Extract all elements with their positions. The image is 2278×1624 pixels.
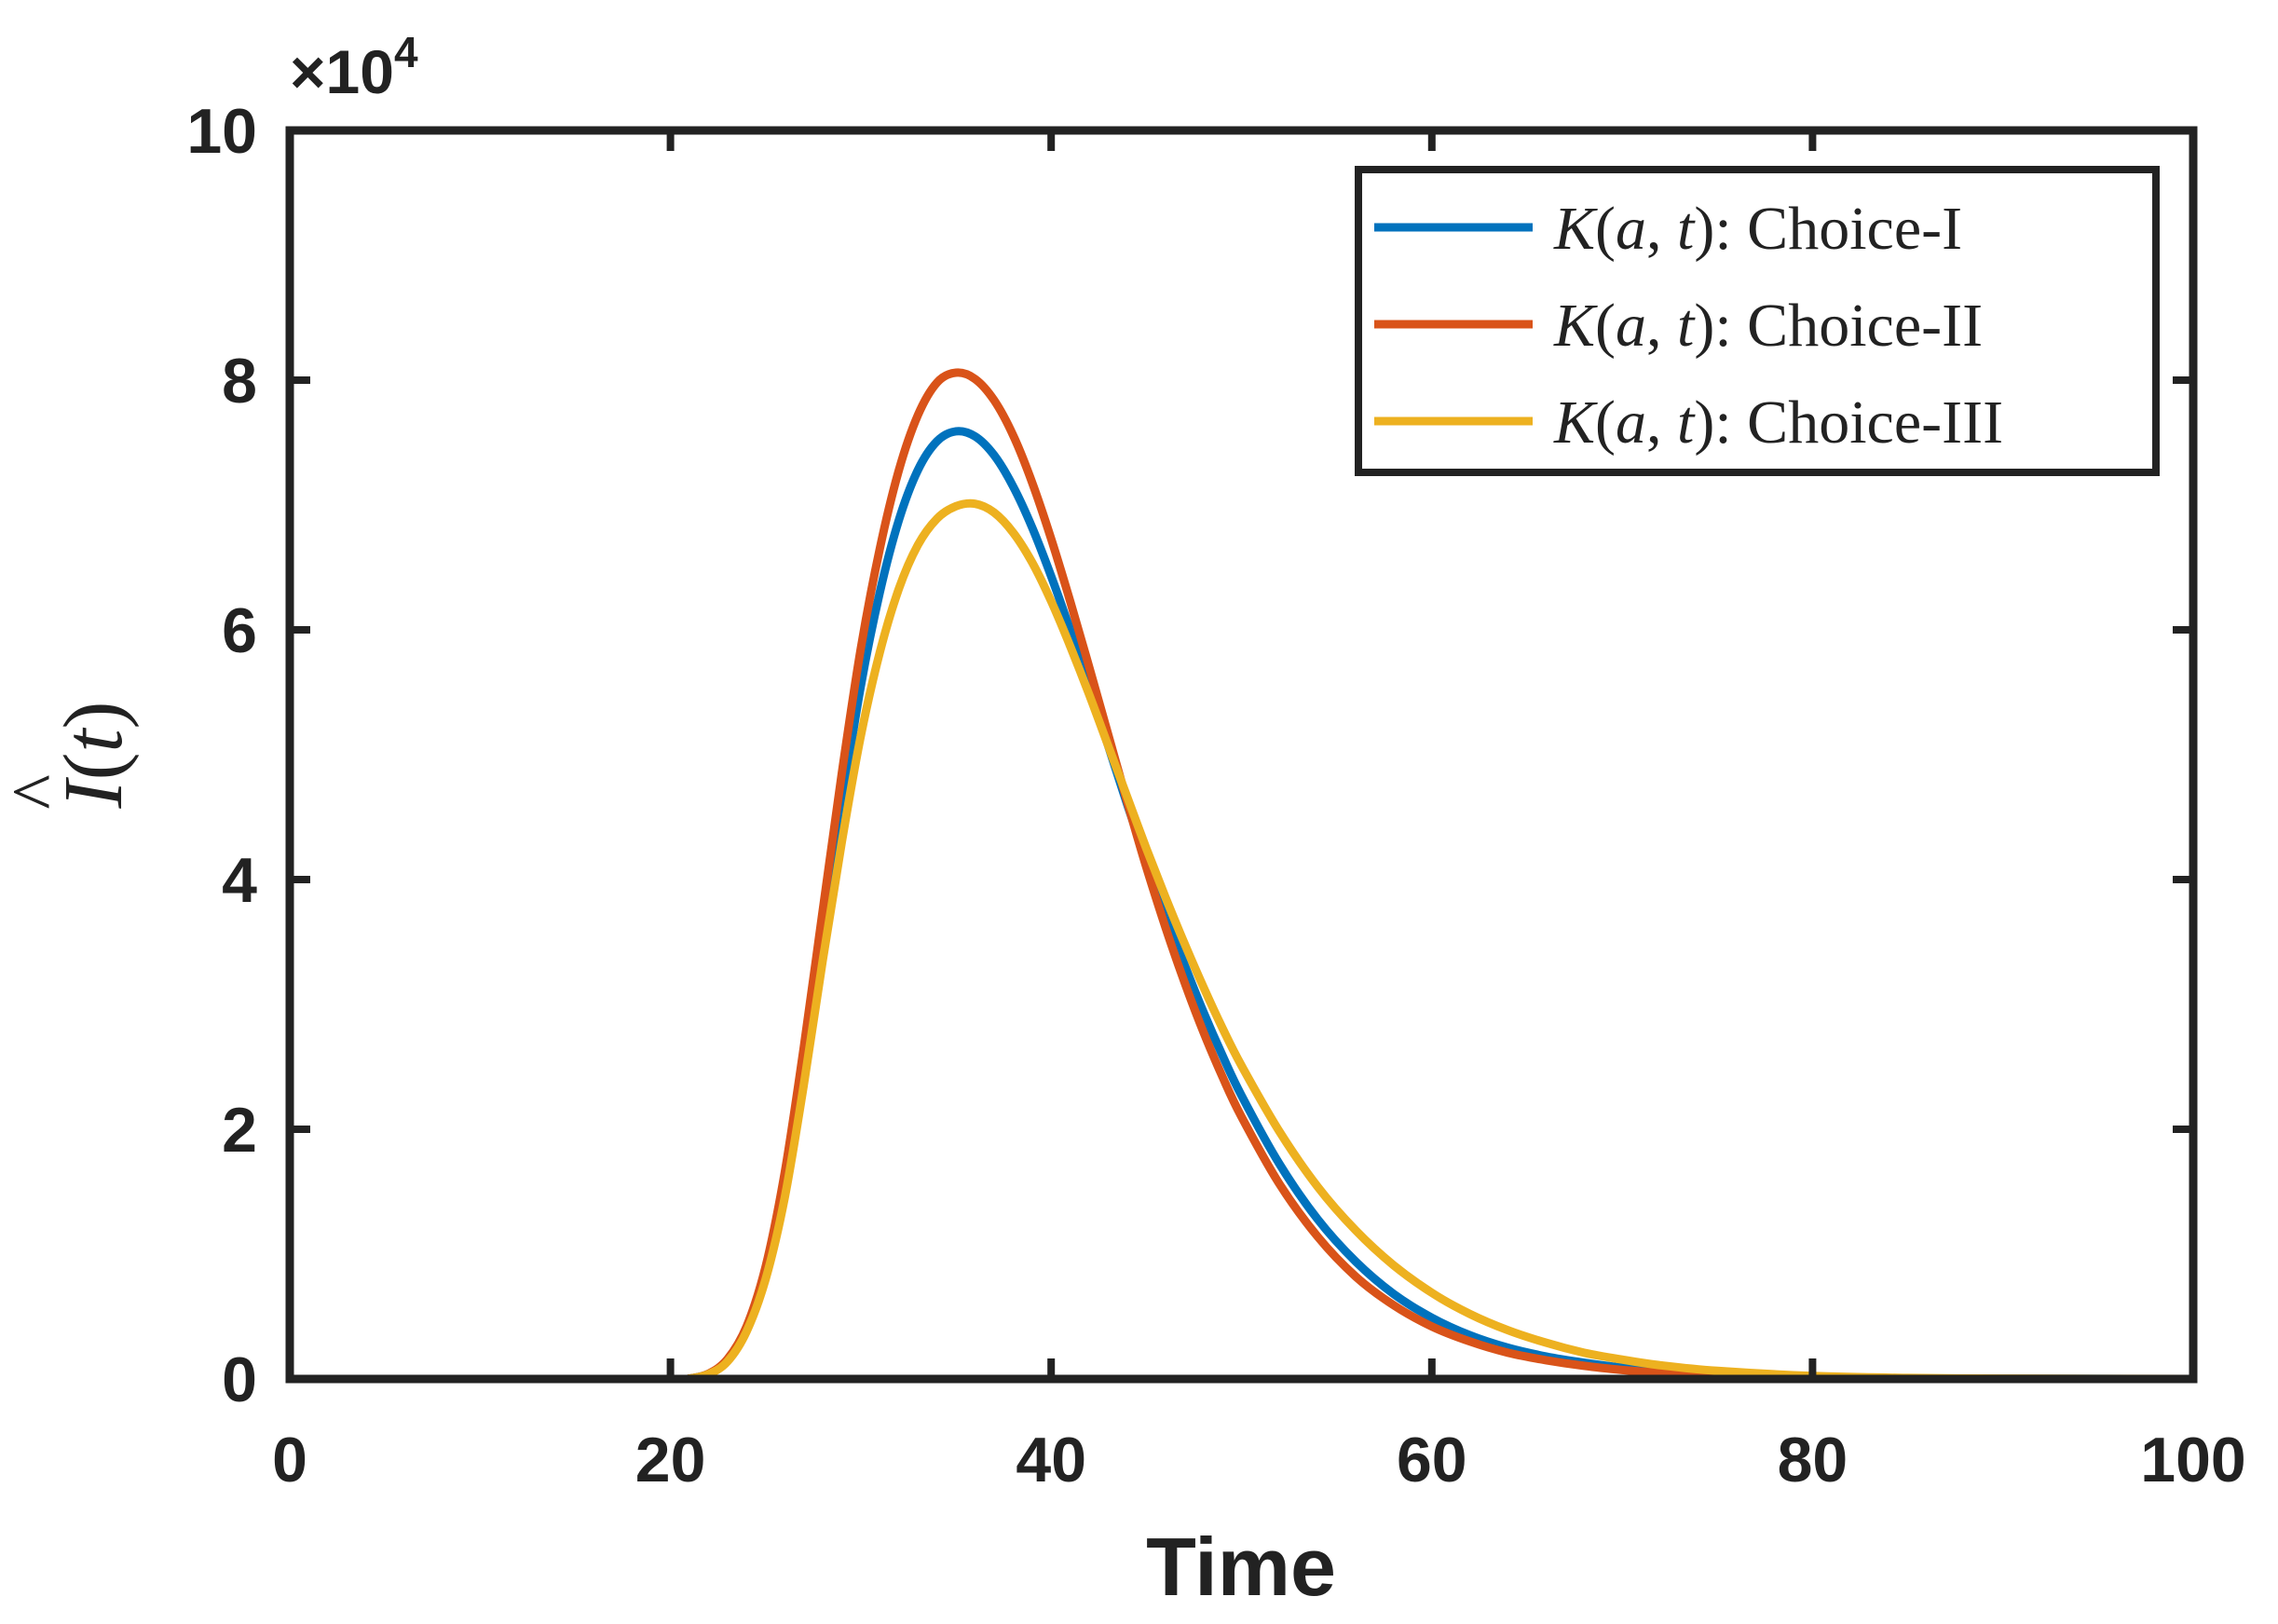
svg-text:I(t): I(t) (48, 702, 140, 810)
axes-box (285, 126, 2198, 1384)
legend-label: K(a, t): Choice-II (1553, 292, 1983, 360)
x-tick-label: 20 (635, 1425, 706, 1495)
x-tick-label: 0 (272, 1425, 307, 1495)
legend-entries: K(a, t): Choice-I K(a, t): Choice-II K(a, … (1374, 195, 2003, 457)
y-tick-label: 8 (222, 346, 257, 416)
y-exponent: ×104 (290, 28, 418, 106)
y-label-symbol: I (48, 776, 140, 809)
x-tick-label: 60 (1397, 1425, 1467, 1495)
y-exponent-power: 4 (394, 28, 418, 76)
y-label-hat: ^ (0, 774, 80, 810)
y-exponent-base: ×10 (290, 37, 394, 106)
y-tick-label: 6 (222, 595, 257, 666)
y-axis-label: I(t) ^ (0, 702, 140, 810)
y-tick-label: 0 (222, 1344, 257, 1415)
x-tick-label: 100 (2140, 1425, 2245, 1495)
series-line-choice-ii (289, 368, 2193, 1384)
legend: K(a, t): Choice-I K(a, t): Choice-II K(a, … (1355, 166, 2160, 476)
y-label-close-paren: ) (48, 702, 140, 730)
series-line-choice-iii (289, 498, 2194, 1384)
x-axis-label: Time (1146, 1521, 1336, 1613)
x-tick-labels: 0 20 40 60 80 100 (272, 1425, 2246, 1495)
legend-label: K(a, t): Choice-I (1553, 195, 1962, 263)
legend-label: K(a, t): Choice-III (1553, 389, 2003, 457)
x-tick-label: 80 (1778, 1425, 1848, 1495)
y-tick-label: 4 (222, 845, 257, 916)
y-label-variable: t (48, 728, 140, 753)
y-label-open-paren: ( (48, 753, 140, 781)
y-tick-label: 2 (222, 1095, 257, 1166)
y-tick-label: 10 (186, 96, 257, 167)
plot-lines (289, 368, 2194, 1384)
y-tick-labels: 0 2 4 6 8 10 (186, 96, 257, 1415)
x-tick-label: 40 (1016, 1425, 1086, 1495)
